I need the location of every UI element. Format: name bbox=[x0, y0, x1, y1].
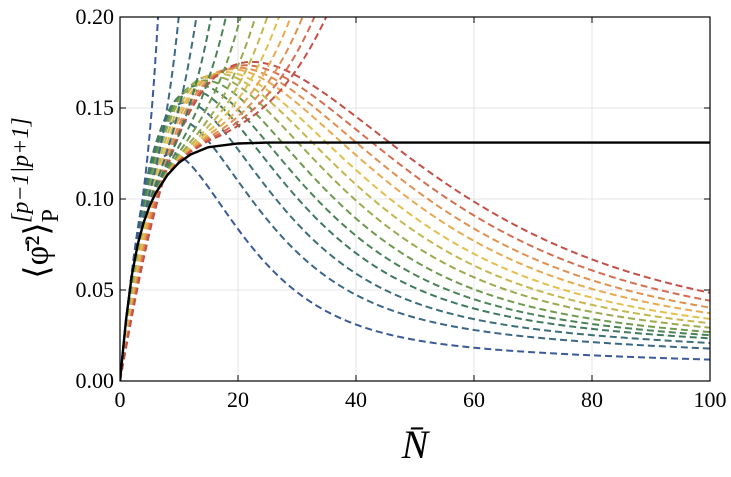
x-tick-label: 40 bbox=[345, 387, 367, 412]
lower-dashed-curve bbox=[120, 79, 710, 381]
lower-dashed-curve bbox=[120, 89, 710, 381]
upper-dashed-curve bbox=[120, 17, 328, 381]
lower-dashed-curve bbox=[120, 84, 710, 381]
upper-dashed-curve bbox=[120, 17, 281, 381]
curves bbox=[120, 17, 710, 381]
x-tick-label: 60 bbox=[463, 387, 485, 412]
y-axis-title-sup: [p−1|p+1] bbox=[8, 117, 34, 223]
grid-lines bbox=[120, 17, 710, 381]
y-axis-title-sub: P bbox=[38, 209, 64, 222]
upper-dashed-curve bbox=[120, 17, 316, 381]
lower-dashed-curve bbox=[120, 66, 710, 381]
x-axis-title: N̄ bbox=[401, 422, 431, 467]
ticks: 0 20 40 60 80 100 0.00 0.05 0.10 0.15 0.20 bbox=[76, 4, 727, 412]
lower-dashed-curve bbox=[120, 68, 710, 381]
x-tick-label: 100 bbox=[694, 387, 727, 412]
lower-dashed-curve bbox=[120, 119, 710, 381]
y-tick-label: 0.20 bbox=[76, 4, 115, 29]
lower-dashed-curve bbox=[120, 72, 710, 381]
lower-dashed-curve bbox=[120, 71, 710, 381]
x-tick-label: 0 bbox=[115, 387, 126, 412]
upper-dashed-curve bbox=[120, 17, 304, 381]
lower-dashed-curve bbox=[120, 64, 710, 381]
lower-dashed-curve bbox=[120, 60, 710, 381]
svg-text:⟨φ̄²⟩P[p−1|p+1]: ⟨φ̄²⟩P [p−1|p+1] bbox=[8, 117, 64, 278]
lower-dashed-curve bbox=[120, 74, 710, 381]
y-axis-title-main: ⟨φ̄²⟩ bbox=[19, 222, 56, 278]
upper-dashed-curve bbox=[120, 17, 257, 381]
y-axis-title: ⟨φ̄²⟩P [p−1|p+1] bbox=[8, 117, 64, 278]
y-tick-label: 0.10 bbox=[76, 186, 115, 211]
y-tick-label: 0.05 bbox=[76, 277, 115, 302]
lower-dashed-curve bbox=[120, 152, 710, 381]
reference-solid-curve bbox=[120, 141, 710, 381]
x-tick-label: 80 bbox=[581, 387, 603, 412]
lower-dashed-curve bbox=[120, 101, 710, 381]
upper-dashed-curve bbox=[120, 17, 269, 381]
y-tick-label: 0.15 bbox=[76, 95, 115, 120]
x-tick-label: 20 bbox=[227, 387, 249, 412]
y-tick-label: 0.00 bbox=[76, 368, 115, 393]
